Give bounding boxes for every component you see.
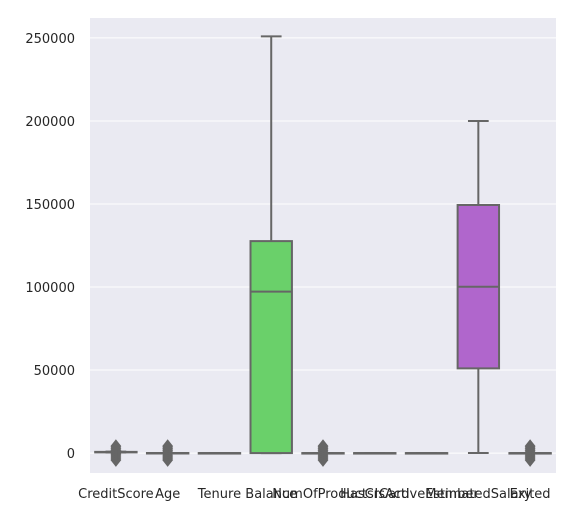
x-tick-label: CreditScore xyxy=(78,487,154,502)
y-tick-label: 200000 xyxy=(25,115,75,130)
y-tick-label: 150000 xyxy=(25,198,75,213)
y-axis-ticks: 0 50000 100000 150000 200000 250000 xyxy=(25,32,75,462)
y-tick-label: 50000 xyxy=(34,364,75,379)
y-tick-label: 100000 xyxy=(25,281,75,296)
box-isactivemember xyxy=(406,453,447,454)
x-axis-ticks: CreditScore Age Tenure BalanceNumOfProducts… xyxy=(78,487,550,502)
x-tick-label: Age xyxy=(155,487,180,502)
x-tick-label: Tenure xyxy=(197,487,241,502)
y-tick-label: 250000 xyxy=(25,32,75,47)
box-tenure xyxy=(199,453,240,454)
box-body xyxy=(251,241,292,453)
x-tick-label: Exited xyxy=(510,487,551,502)
y-tick-label: 0 xyxy=(67,447,75,462)
box-hascrcard xyxy=(354,453,395,454)
